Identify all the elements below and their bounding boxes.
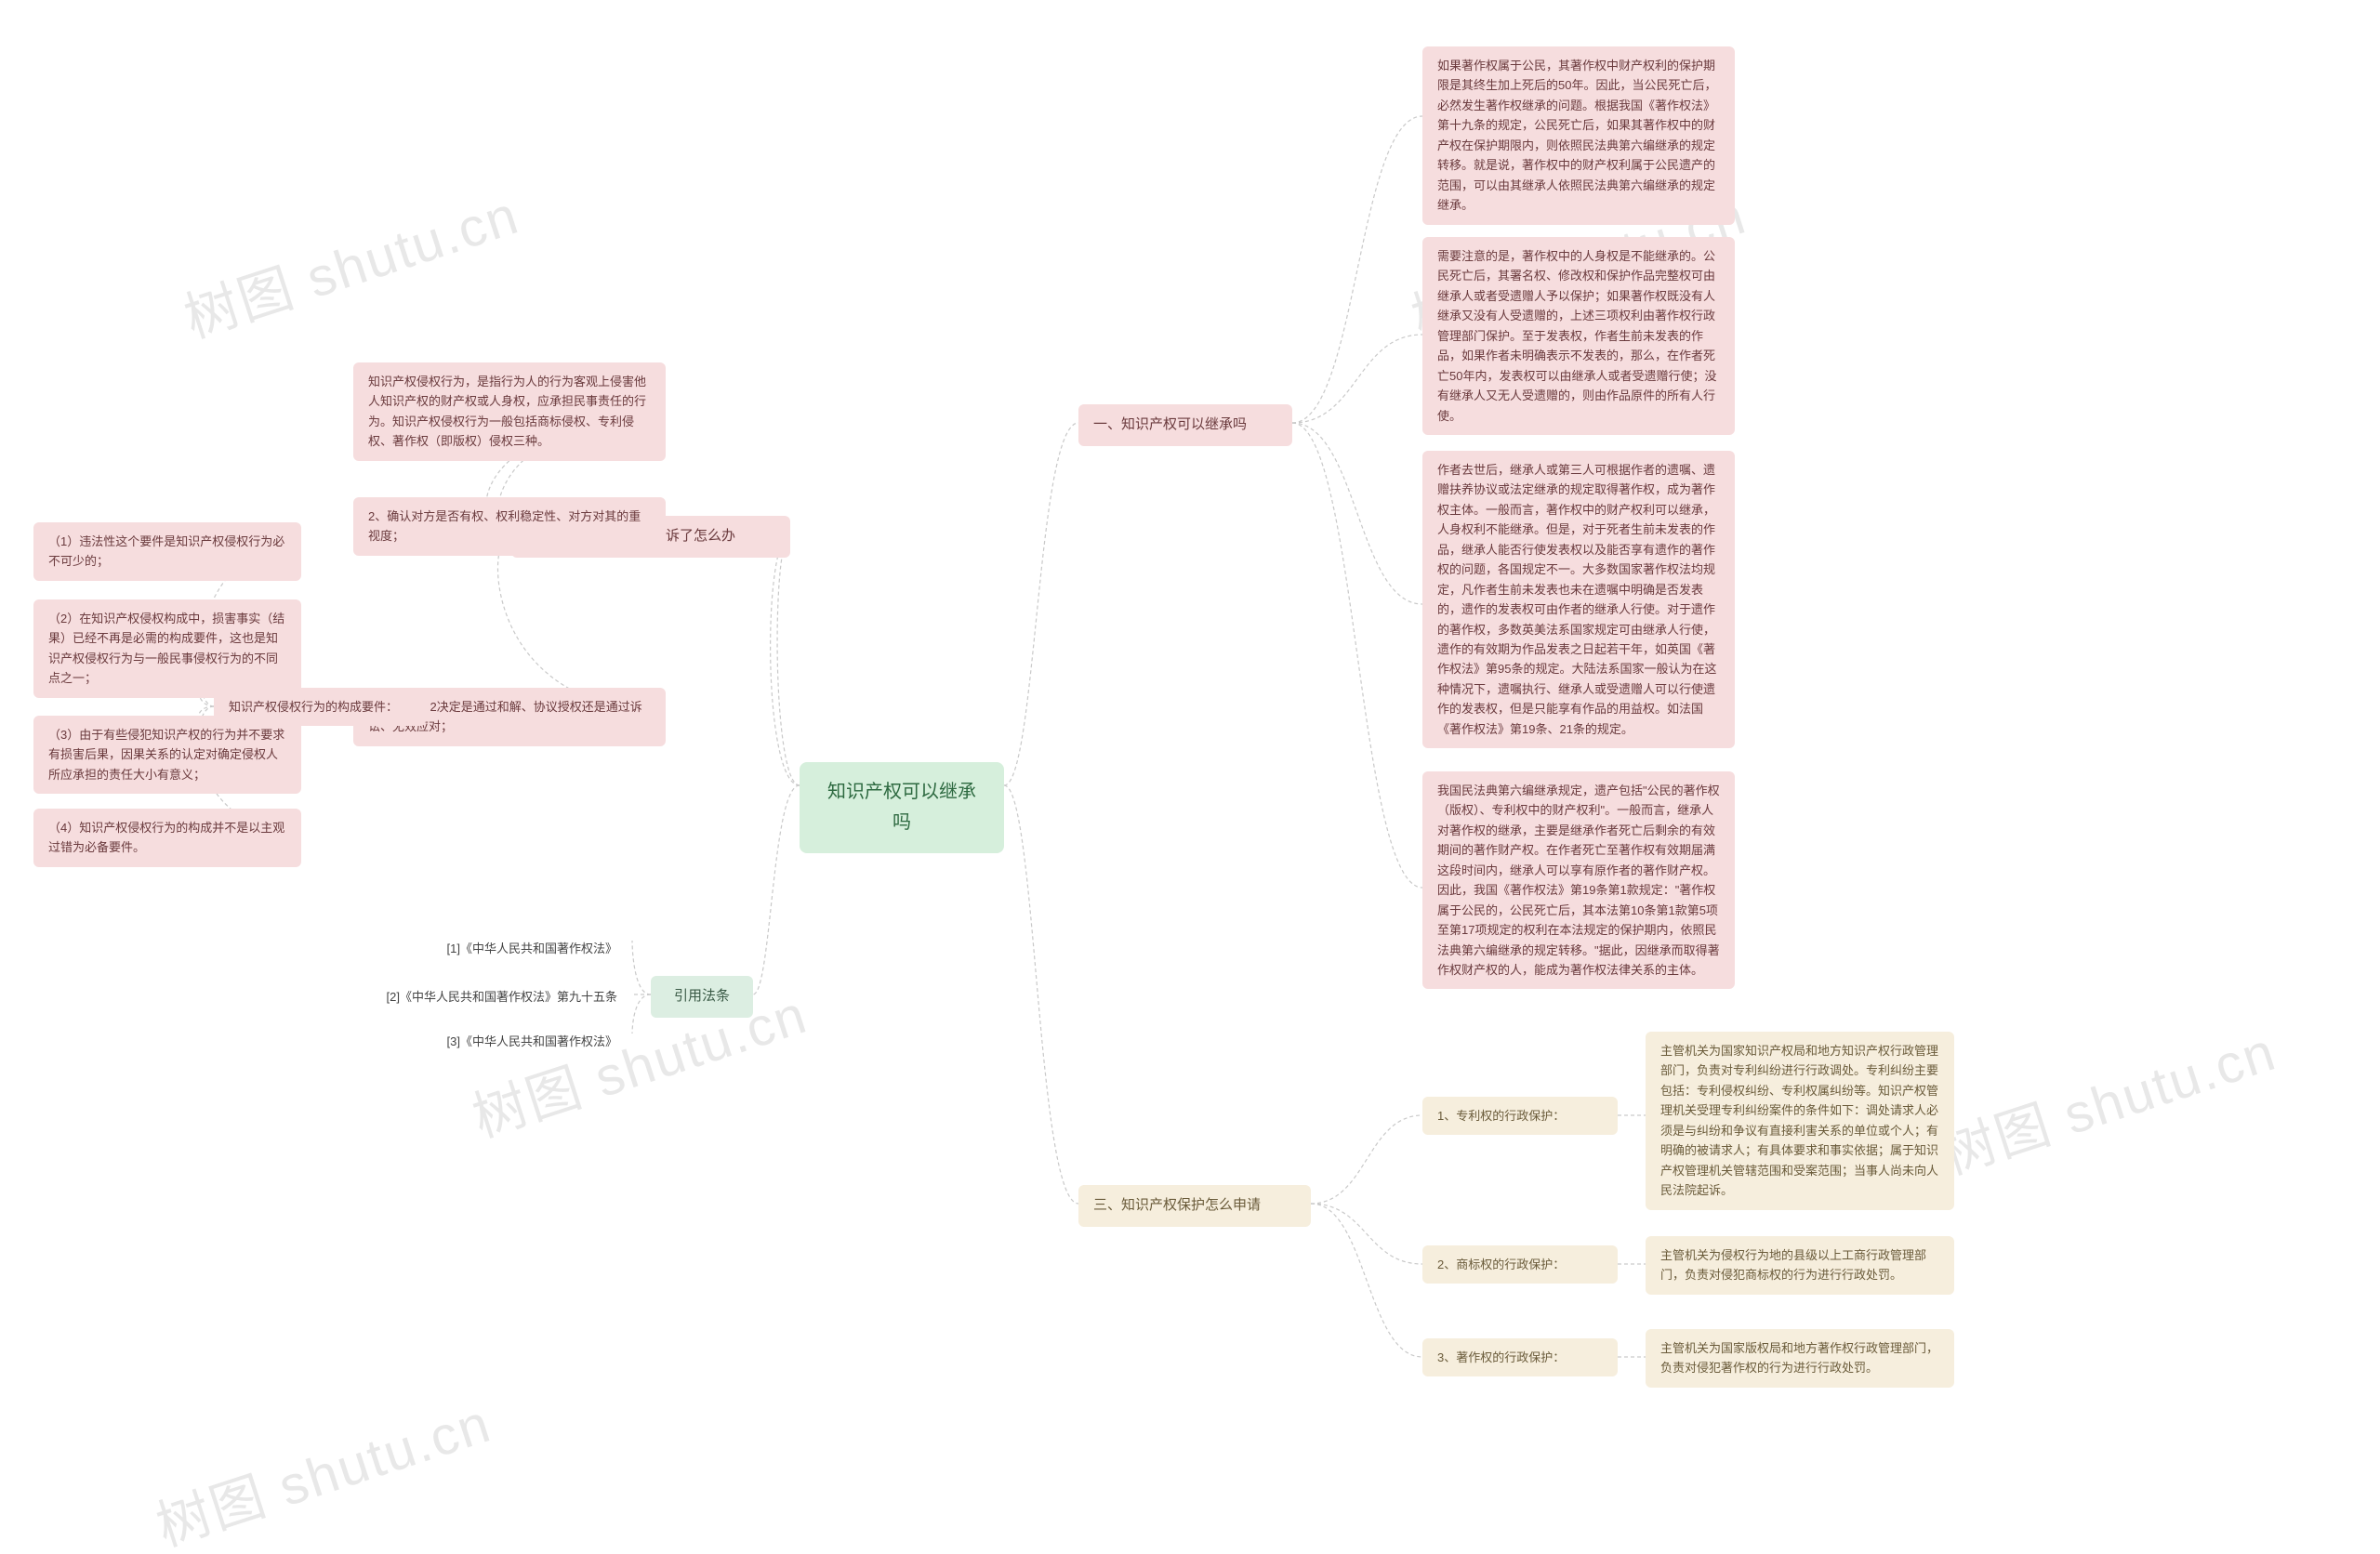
leaf-l2-2: [2]《中华人民共和国著作权法》第九十五条 — [307, 978, 632, 1016]
branch-right-1: 一、知识产权可以继承吗 — [1078, 404, 1292, 446]
leaf-r2-3-text: 主管机关为国家版权局和地方著作权行政管理部门，负责对侵犯著作权的行为进行行政处罚… — [1646, 1329, 1954, 1388]
branch-left-2: 引用法条 — [651, 976, 753, 1018]
leaf-l1-3-sub-3: （3）由于有些侵犯知识产权的行为并不要求有损害后果，因果关系的认定对确定侵权人所… — [33, 716, 301, 794]
leaf-l1-2: 2、确认对方是否有权、权利稳定性、对方对其的重视度； — [353, 497, 666, 556]
leaf-l1-3-sub-1: （1）违法性这个要件是知识产权侵权行为必不可少的； — [33, 522, 301, 581]
watermark: 树图 shutu.cn — [145, 1379, 499, 1554]
leaf-r2-1-text: 主管机关为国家知识产权局和地方知识产权行政管理部门，负责对专利纠纷进行行政调处。… — [1646, 1032, 1954, 1210]
center-node: 知识产权可以继承吗 — [800, 762, 1004, 853]
leaf-r2-2-label: 2、商标权的行政保护： — [1422, 1245, 1618, 1284]
leaf-r2-1-label: 1、专利权的行政保护： — [1422, 1097, 1618, 1135]
leaf-r2-2-text: 主管机关为侵权行为地的县级以上工商行政管理部门，负责对侵犯商标权的行为进行行政处… — [1646, 1236, 1954, 1295]
leaf-r1-3: 作者去世后，继承人或第三人可根据作者的遗嘱、遗赠扶养协议或法定继承的规定取得著作… — [1422, 451, 1735, 748]
leaf-r1-2: 需要注意的是，著作权中的人身权是不能继承的。公民死亡后，其署名权、修改权和保护作… — [1422, 237, 1735, 435]
leaf-l2-1: [1]《中华人民共和国著作权法》 — [372, 929, 632, 968]
leaf-r1-4: 我国民法典第六编继承规定，遗产包括"公民的著作权（版权）、专利权中的财产权利"。… — [1422, 771, 1735, 989]
leaf-r2-3-label: 3、著作权的行政保护： — [1422, 1338, 1618, 1376]
connector-layer — [0, 0, 2380, 1554]
leaf-l1-3-sub-4: （4）知识产权侵权行为的构成并不是以主观过错为必备要件。 — [33, 809, 301, 867]
leaf-l1-3-sub-2: （2）在知识产权侵权构成中，损害事实（结果）已经不再是必需的构成要件，这也是知识… — [33, 599, 301, 698]
watermark: 树图 shutu.cn — [173, 171, 527, 352]
leaf-l1-1: 知识产权侵权行为，是指行为人的行为客观上侵害他人知识产权的财产权或人身权，应承担… — [353, 362, 666, 461]
leaf-l2-3: [3]《中华人民共和国著作权法》 — [372, 1022, 632, 1060]
watermark: 树图 shutu.cn — [1930, 1007, 2284, 1189]
leaf-r1-1: 如果著作权属于公民，其著作权中财产权利的保护期限是其终生加上死后的50年。因此，… — [1422, 46, 1735, 225]
branch-right-2: 三、知识产权保护怎么申请 — [1078, 1185, 1311, 1227]
